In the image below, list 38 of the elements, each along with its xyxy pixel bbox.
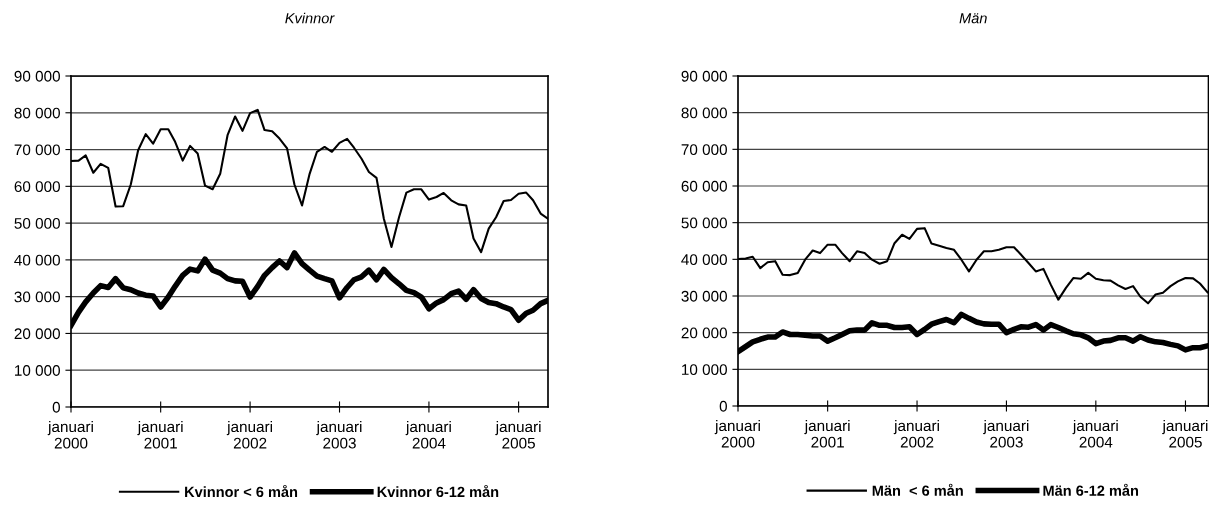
y-tick-label: 20 000 — [14, 328, 60, 340]
y-tick-label: 30 000 — [681, 290, 727, 302]
y-tick-label: 60 000 — [14, 181, 60, 193]
y-tick-label: 90 000 — [14, 70, 60, 82]
y-tick-label: 0 — [52, 401, 60, 413]
legend-label: Kvinnor < 6 mån — [185, 484, 298, 498]
x-tick-label: januari 2005 — [1162, 419, 1208, 448]
x-tick-label: januari 2004 — [1072, 419, 1118, 448]
x-tick-label: januari 2002 — [226, 420, 272, 449]
x-tick-label: januari 2001 — [137, 420, 183, 449]
chart-title: Kvinnor — [285, 12, 335, 24]
legend-label: Män 6-12 mån — [1043, 483, 1139, 496]
y-tick-label: 40 000 — [681, 254, 727, 266]
y-tick-label: 50 000 — [681, 217, 727, 229]
y-tick-label: 40 000 — [14, 254, 60, 266]
y-tick-label: 60 000 — [681, 180, 727, 192]
x-tick-label: januari 2005 — [495, 420, 541, 449]
y-tick-label: 20 000 — [681, 327, 727, 339]
y-tick-label: 90 000 — [681, 70, 727, 82]
x-tick-label: januari 2003 — [983, 419, 1029, 448]
x-tick-label: januari 2000 — [47, 420, 93, 449]
y-tick-label: 10 000 — [682, 364, 727, 376]
x-tick-label: januari 2003 — [316, 420, 362, 449]
y-tick-label: 70 000 — [681, 144, 727, 156]
x-tick-label: januari 2001 — [804, 419, 850, 448]
y-tick-label: 80 000 — [681, 107, 727, 119]
y-tick-label: 0 — [719, 400, 727, 412]
x-tick-label: januari 2004 — [405, 420, 451, 449]
y-tick-label: 80 000 — [14, 107, 60, 119]
x-tick-label: januari 2002 — [893, 419, 939, 448]
y-tick-label: 10 000 — [15, 365, 60, 376]
legend-label: Män < 6 mån — [872, 483, 963, 496]
y-tick-label: 70 000 — [14, 144, 60, 156]
y-tick-label: 30 000 — [14, 291, 60, 303]
y-tick-label: 50 000 — [14, 217, 60, 229]
legend-label: Kvinnor 6-12 mån — [377, 484, 499, 498]
chart-title: Män — [959, 13, 987, 24]
x-tick-label: januari 2000 — [714, 419, 760, 448]
